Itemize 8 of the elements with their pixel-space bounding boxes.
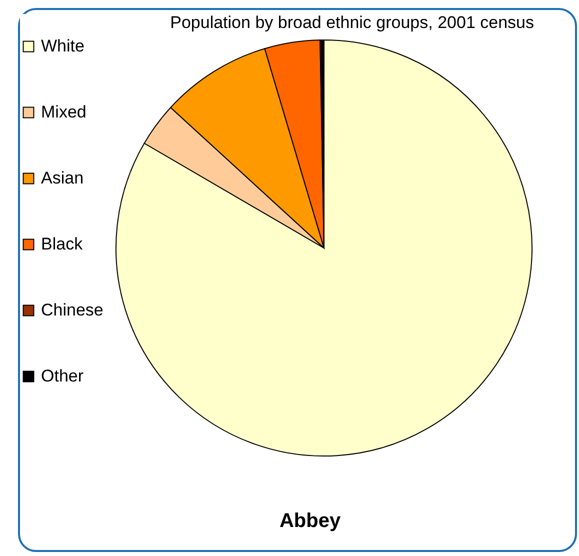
legend-label: White xyxy=(41,36,84,56)
legend-label: Asian xyxy=(41,168,84,188)
text: Abbey xyxy=(278,510,342,533)
legend-label: Black xyxy=(41,234,84,254)
chart-title: Population by broad ethnic groups, 2001 census xyxy=(170,13,534,32)
legend-label: Chinese xyxy=(41,300,104,320)
legend-label: Mixed xyxy=(41,102,86,122)
legend-label: Other xyxy=(41,366,84,386)
